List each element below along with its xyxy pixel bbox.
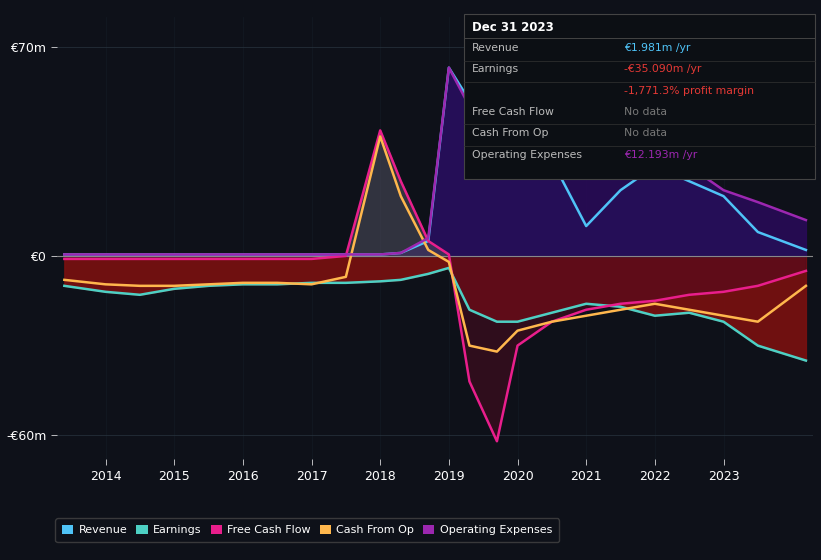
Text: Operating Expenses: Operating Expenses: [472, 150, 582, 160]
Text: No data: No data: [624, 128, 667, 138]
Text: Earnings: Earnings: [472, 64, 519, 74]
Legend: Revenue, Earnings, Free Cash Flow, Cash From Op, Operating Expenses: Revenue, Earnings, Free Cash Flow, Cash …: [56, 519, 559, 542]
Text: Dec 31 2023: Dec 31 2023: [472, 21, 554, 34]
Text: No data: No data: [624, 107, 667, 117]
Text: Revenue: Revenue: [472, 43, 520, 53]
Text: €1.981m /yr: €1.981m /yr: [624, 43, 690, 53]
Text: Cash From Op: Cash From Op: [472, 128, 548, 138]
Text: €12.193m /yr: €12.193m /yr: [624, 150, 697, 160]
Text: Free Cash Flow: Free Cash Flow: [472, 107, 554, 117]
Text: -€35.090m /yr: -€35.090m /yr: [624, 64, 701, 74]
Text: -1,771.3% profit margin: -1,771.3% profit margin: [624, 86, 754, 96]
